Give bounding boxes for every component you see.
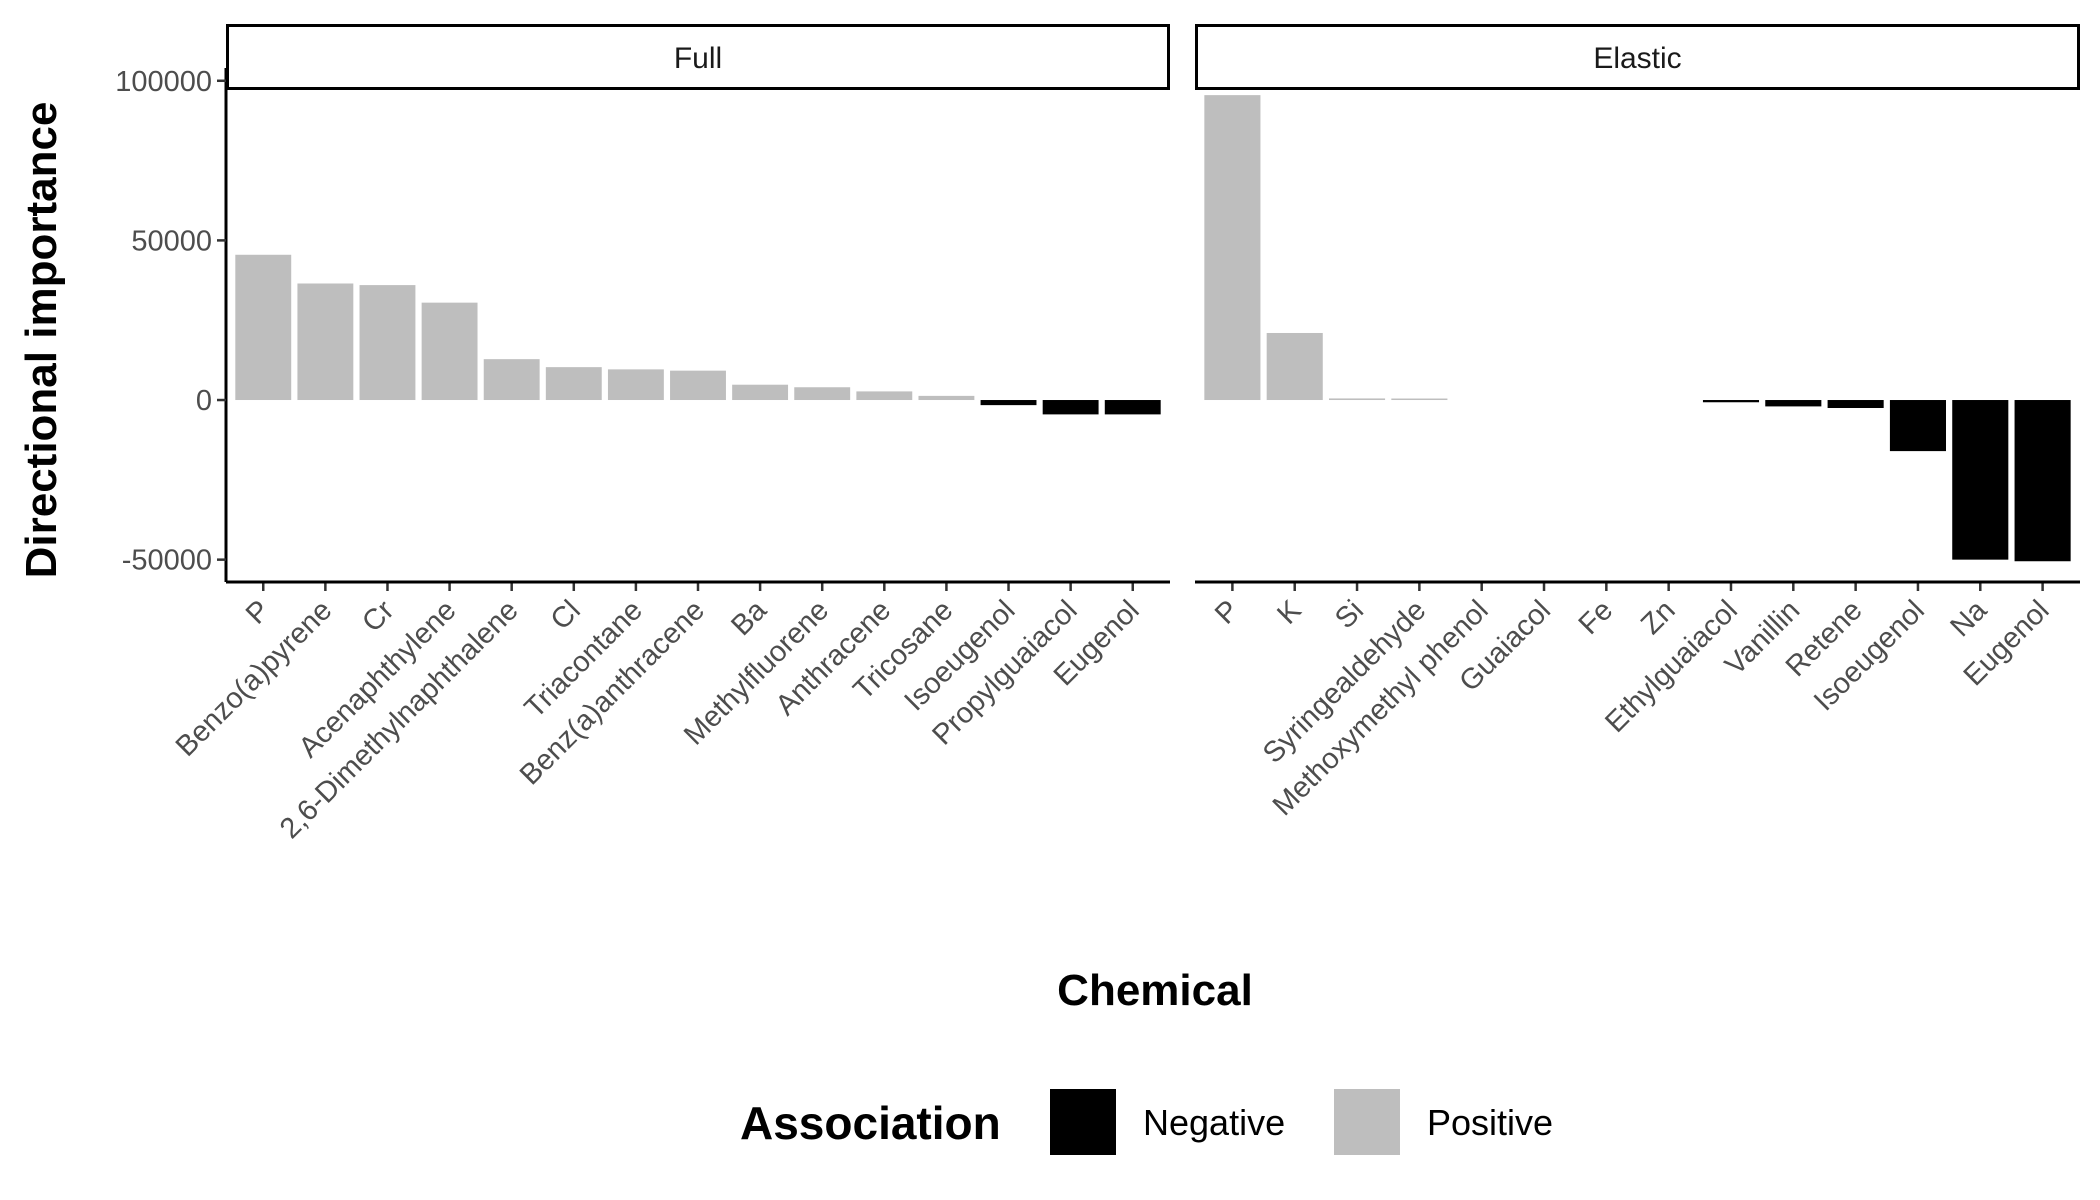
x-tick-label: K	[1271, 594, 1308, 631]
bar	[297, 283, 354, 401]
legend: Association Negative Positive	[740, 1089, 1553, 1155]
x-tick-label: P	[240, 594, 276, 630]
bar	[1765, 400, 1822, 407]
bar	[483, 359, 540, 401]
bar	[2014, 400, 2071, 562]
bar	[1266, 332, 1323, 401]
y-tick-label: 50000	[131, 225, 212, 257]
bar	[732, 384, 789, 401]
bar	[421, 302, 478, 401]
bar	[794, 387, 851, 401]
y-tick-label: 100000	[115, 66, 212, 98]
x-tick-label: Fe	[1573, 594, 1620, 641]
x-tick-label: Na	[1944, 594, 1993, 643]
legend-key-positive	[1334, 1089, 1400, 1155]
bar	[1204, 95, 1261, 401]
bar	[1889, 400, 1947, 452]
legend-key-negative	[1050, 1089, 1116, 1155]
bar	[607, 369, 664, 401]
bar	[1328, 398, 1386, 401]
bar	[856, 391, 913, 401]
bar	[980, 400, 1037, 406]
y-axis: 100000 50000 0 -50000	[115, 66, 228, 582]
y-tick-label: -50000	[122, 545, 212, 577]
bar	[1042, 400, 1099, 415]
x-tick-label: Ba	[725, 594, 773, 642]
bar	[1391, 398, 1448, 401]
x-tick-label: P	[1209, 594, 1245, 630]
bar	[1702, 400, 1760, 403]
strip-box	[226, 24, 1170, 90]
legend-label-negative: Negative	[1143, 1102, 1285, 1143]
bar	[1827, 400, 1884, 409]
bar	[545, 367, 602, 401]
bar	[1952, 400, 2009, 560]
x-tick-label: Si	[1329, 594, 1370, 635]
x-tick-label: Cr	[356, 594, 401, 639]
bar	[359, 285, 416, 401]
strip-label: Full	[674, 42, 722, 75]
x-tick-label: Zn	[1635, 594, 1682, 641]
bar	[1104, 400, 1161, 415]
x-axis-title: Chemical	[1057, 966, 1253, 1015]
y-axis-title: Directional importance	[17, 102, 66, 579]
legend-label-positive: Positive	[1427, 1102, 1553, 1143]
bar	[670, 370, 726, 401]
x-tick-label: Cl	[545, 594, 587, 636]
strip-box	[1195, 24, 2080, 90]
strip-label: Elastic	[1593, 42, 1681, 75]
legend-title: Association	[740, 1097, 1001, 1149]
y-tick-label: 0	[196, 385, 212, 417]
bar	[235, 254, 292, 401]
bar	[918, 395, 975, 401]
